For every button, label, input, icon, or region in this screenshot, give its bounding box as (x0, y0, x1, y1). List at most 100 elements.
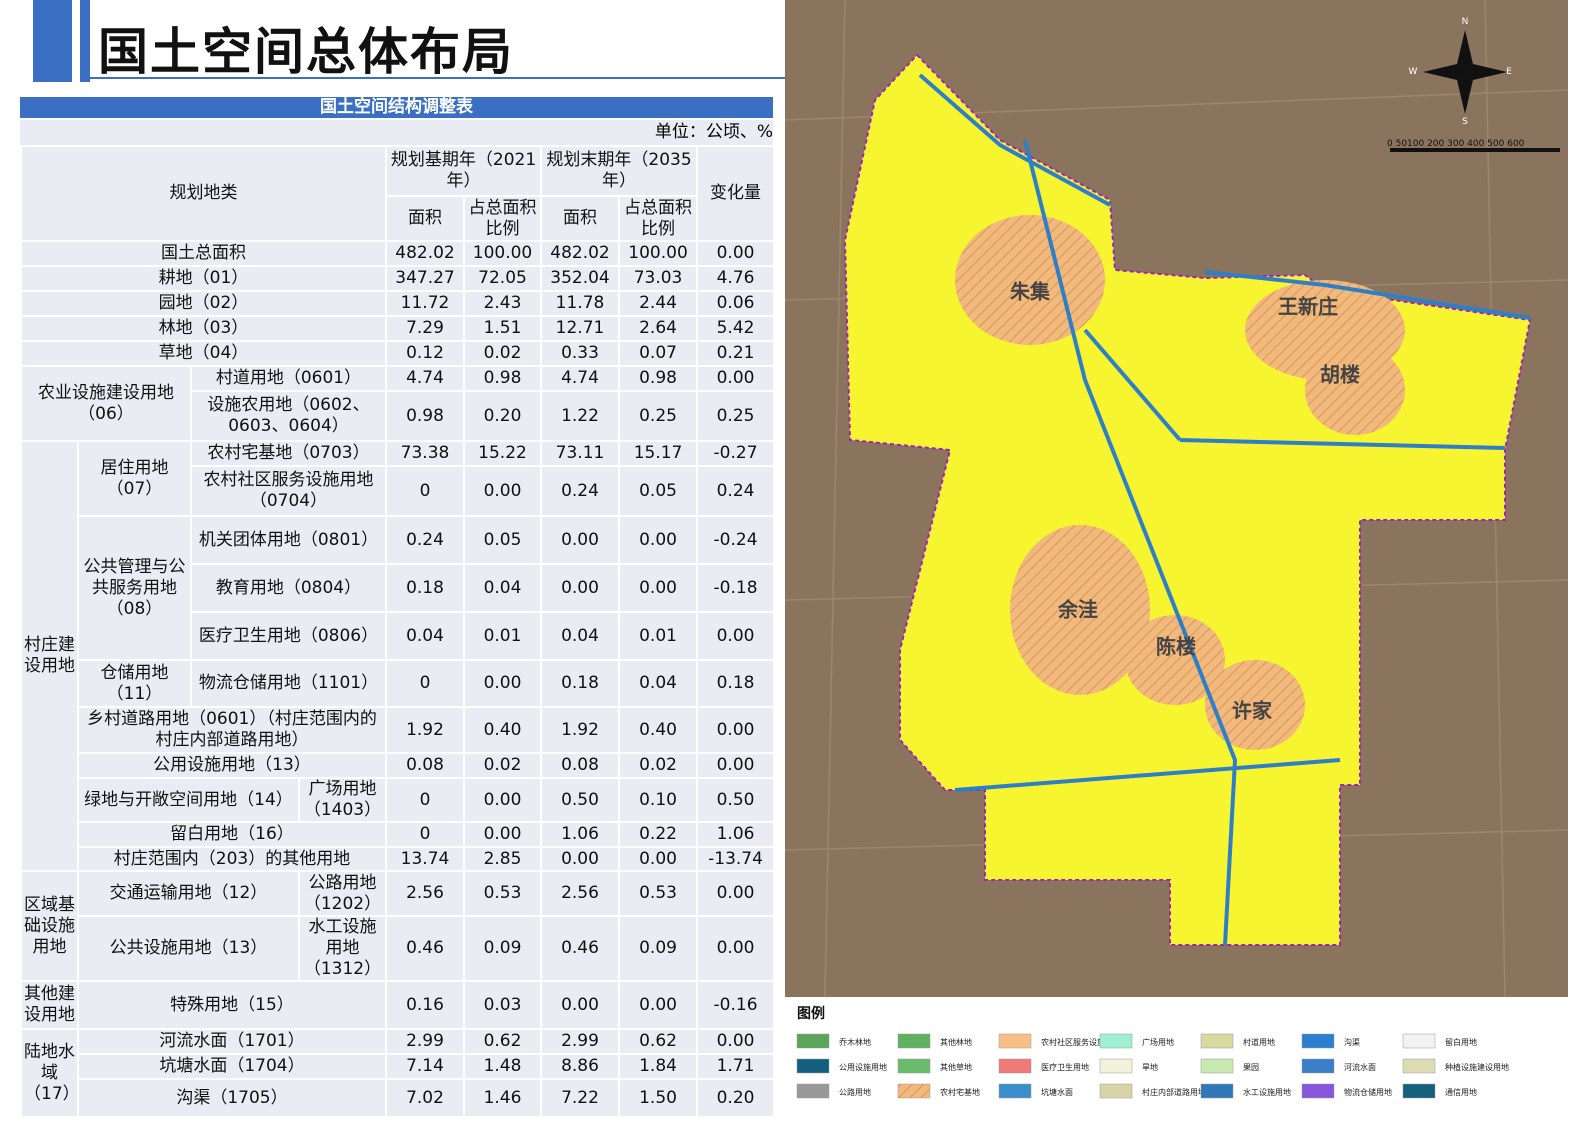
value-cell: 0.08 (540, 752, 621, 779)
value-cell: 2.43 (462, 290, 543, 317)
value-cell: 1.84 (618, 1053, 699, 1080)
value-cell: 0.00 (540, 563, 621, 613)
value-cell: 0.00 (462, 777, 543, 823)
value-cell: 0.00 (540, 980, 621, 1030)
row-label: 公共设施用地（13） (77, 915, 300, 982)
header-cell: 占总面积比例 (618, 195, 699, 242)
row: 规划地类 规划基期年（2021年） 规划末期年（2035年） 变化量 (20, 145, 776, 242)
row-label: 沟渠（1705） (77, 1078, 387, 1118)
value-cell: 482.02 (385, 240, 465, 267)
row: 仓储用地（11） 物流仓储用地（1101） 0 0.00 0.18 0.04 0.18 (21, 659, 776, 708)
value-cell: 1.06 (540, 821, 621, 848)
row: 教育用地（0804） 0.18 0.04 0.00 0.00 -0.18 (21, 563, 776, 613)
value-cell: 0.18 (540, 659, 621, 708)
value-cell: 1.92 (385, 706, 465, 754)
row-label: 园地（02） (20, 290, 387, 317)
value-cell: 0.98 (618, 365, 699, 392)
value-cell: 0.50 (540, 777, 621, 823)
value-cell: 482.02 (540, 240, 621, 267)
legend-label: 其他草地 (940, 1062, 972, 1072)
legend-title: 图例 (797, 1005, 825, 1022)
legend-label: 公路用地 (839, 1087, 871, 1097)
scale-label: 0 50100 200 300 400 500 600 (1387, 139, 1525, 149)
compass (1423, 30, 1507, 114)
row-label: 村道用地（0601） (190, 365, 387, 392)
row: 园地（02） 11.72 2.43 11.78 2.44 0.06 (20, 290, 776, 317)
legend-swatch (998, 1058, 1032, 1074)
row-label: 交通运输用地（12） (77, 870, 300, 917)
row: 草地（04） 0.12 0.02 0.33 0.07 0.21 (20, 340, 776, 367)
legend-swatch (1200, 1058, 1234, 1074)
place-label: 陈楼 (1156, 635, 1196, 659)
table-title: 国土空间结构调整表 (20, 97, 773, 118)
value-cell: 0.04 (618, 659, 699, 708)
value-cell: 0 (385, 777, 465, 823)
legend-label: 农村宅基地 (940, 1087, 980, 1097)
value-cell: 4.74 (540, 365, 621, 392)
value-cell: 73.11 (540, 440, 621, 467)
row: 乡村道路用地（0601）（村庄范围内的村庄内部道路用地） 1.92 0.40 1.92… (21, 706, 776, 754)
accent (80, 0, 90, 82)
value-cell: 0.24 (540, 465, 621, 517)
value-cell: 0.62 (618, 1028, 699, 1055)
row-label: 其他建设用地 (20, 980, 79, 1030)
value-cell: 0.46 (385, 915, 465, 982)
value-cell: 0.00 (696, 706, 776, 754)
value-cell: 11.72 (385, 290, 465, 317)
legend-label: 种植设施建设用地 (1445, 1062, 1509, 1072)
value-cell: 8.86 (540, 1053, 621, 1080)
value-cell: 12.71 (540, 315, 621, 342)
value-cell: 0.00 (462, 821, 543, 848)
legend-label: 乔木林地 (839, 1037, 871, 1047)
rule (90, 77, 785, 79)
value-cell: 0.00 (462, 465, 543, 517)
legend-label: 医疗卫生用地 (1041, 1062, 1089, 1072)
value-cell: 72.05 (462, 265, 543, 292)
value-cell: 2.56 (385, 870, 465, 917)
header-cell: 规划末期年（2035年） (540, 145, 699, 197)
row-label: 公路用地（1202） (298, 870, 387, 917)
row-label: 公用设施用地（13） (77, 752, 387, 779)
legend-swatch (998, 1033, 1032, 1049)
legend-swatch (1200, 1083, 1234, 1099)
value-cell: 0.05 (618, 465, 699, 517)
header-cell: 面积 (385, 195, 465, 242)
legend-swatch (796, 1083, 830, 1099)
place-label: 余洼 (1057, 598, 1098, 622)
row-label: 河流水面（1701） (77, 1028, 387, 1055)
value-cell: 0.20 (696, 1078, 776, 1118)
value-cell: 0.04 (462, 563, 543, 613)
row-label: 公共管理与公共服务用地（08） (77, 515, 192, 661)
row: 公共管理与公共服务用地（08） 机关团体用地（0801） 0.24 0.05 0.00 0… (21, 515, 776, 661)
value-cell: 0.05 (462, 515, 543, 565)
legend-label: 村道用地 (1243, 1037, 1275, 1047)
value-cell: 0.00 (696, 1028, 776, 1055)
value-cell: 1.46 (462, 1078, 543, 1118)
value-cell: 0 (385, 659, 465, 708)
value-cell: 2.56 (540, 870, 621, 917)
value-cell: 100.00 (462, 240, 543, 267)
legend-swatch (1099, 1083, 1133, 1099)
legend-label: 村庄内部道路用地 (1142, 1087, 1206, 1097)
value-cell: 4.74 (385, 365, 465, 392)
value-cell: 7.14 (385, 1053, 465, 1080)
row-label: 草地（04） (20, 340, 387, 367)
value-cell: 0.00 (696, 870, 776, 917)
compass-label: W (1409, 67, 1418, 77)
value-cell: 0.09 (618, 915, 699, 982)
legend-label: 公用设施用地 (839, 1062, 887, 1072)
row: 村庄建设用地 居住用地（07） 农村宅基地（0703） 73.38 15.22 73.11… (20, 440, 776, 872)
row: 医疗卫生用地（0806） 0.04 0.01 0.04 0.01 0.00 (21, 611, 776, 661)
value-cell: 0.53 (462, 870, 543, 917)
row: 留白用地（16） 0 0.00 1.06 0.22 1.06 (21, 821, 776, 848)
value-cell: 0.00 (618, 846, 699, 872)
value-cell: 347.27 (385, 265, 465, 292)
legend-swatch (1099, 1033, 1133, 1049)
value-cell: 0.00 (696, 365, 776, 392)
villages (955, 215, 1405, 750)
row-label: 机关团体用地（0801） (190, 515, 387, 565)
value-cell: 0.25 (696, 390, 776, 442)
row-label: 广场用地（1403） (298, 777, 387, 823)
legend-label: 其他林地 (940, 1037, 972, 1047)
